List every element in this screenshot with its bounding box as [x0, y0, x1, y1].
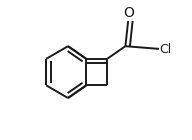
Text: O: O [123, 6, 134, 20]
Text: Cl: Cl [160, 43, 172, 55]
